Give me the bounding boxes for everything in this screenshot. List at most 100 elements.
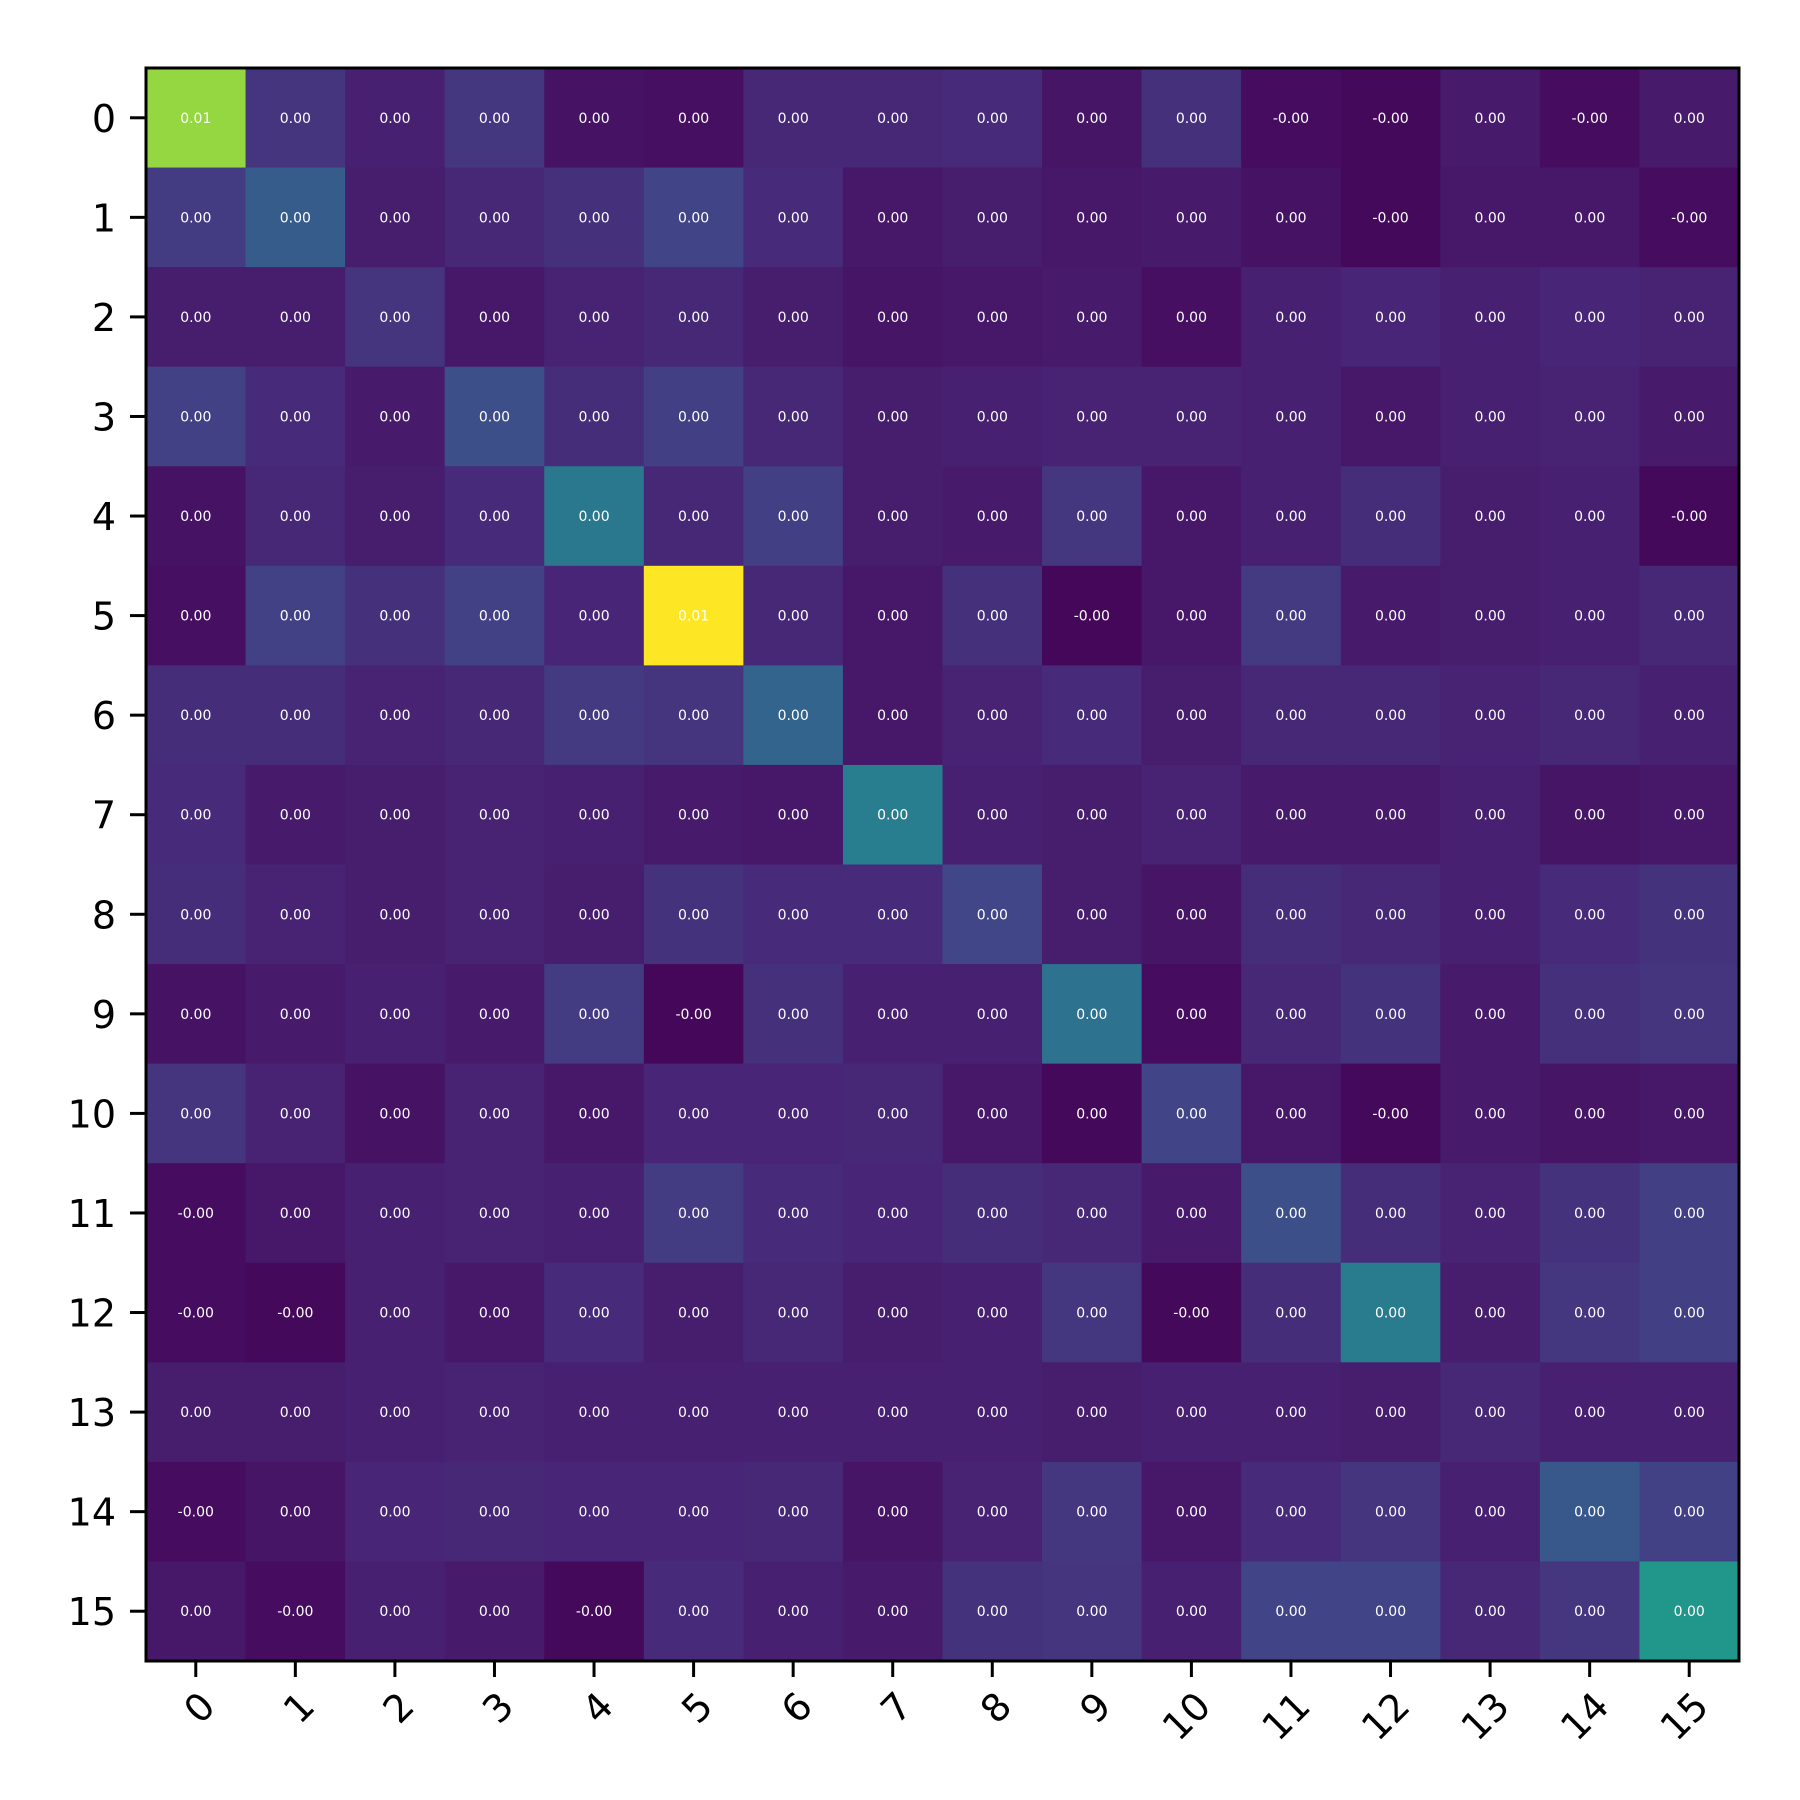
cell-value-label-r9-c10: 0.00 xyxy=(1176,1007,1207,1023)
heatmap-cell-r4-c15 xyxy=(1639,466,1740,567)
heatmap-cell-r5-c11 xyxy=(1241,565,1342,666)
heatmap-cell-r12-c3 xyxy=(444,1262,545,1363)
cell-value-label-r0-c6: 0.00 xyxy=(778,111,809,127)
cell-value-label-r9-c9: 0.00 xyxy=(1076,1007,1107,1023)
cell-value-label-r6-c13: 0.00 xyxy=(1475,708,1506,724)
cell-value-label-r10-c13: 0.00 xyxy=(1475,1106,1506,1122)
cell-value-label-r12-c14: 0.00 xyxy=(1574,1306,1605,1322)
heatmap-cell-r0-c0 xyxy=(146,68,247,169)
heatmap-cell-r1-c5 xyxy=(643,167,744,268)
heatmap-cell-r15-c9 xyxy=(1042,1561,1143,1662)
cell-value-label-r1-c11: 0.00 xyxy=(1275,210,1306,226)
cell-value-label-r15-c3: 0.00 xyxy=(479,1604,510,1620)
heatmap-cell-r10-c6 xyxy=(743,1063,844,1164)
cell-value-label-r14-c2: 0.00 xyxy=(379,1505,410,1521)
heatmap-cell-r7-c0 xyxy=(146,764,247,866)
heatmap-cell-r15-c2 xyxy=(345,1561,446,1662)
cell-value-label-r9-c4: 0.00 xyxy=(578,1007,609,1023)
cell-value-label-r7-c8: 0.00 xyxy=(977,808,1008,824)
heatmap-cell-r3-c14 xyxy=(1539,366,1641,467)
heatmap-cell-r12-c4 xyxy=(544,1262,645,1363)
heatmap-cell-r7-c15 xyxy=(1639,764,1740,866)
cell-value-label-r10-c7: 0.00 xyxy=(877,1106,908,1122)
cell-value-label-r5-c10: 0.00 xyxy=(1176,609,1207,625)
cell-value-label-r12-c5: 0.00 xyxy=(678,1306,709,1322)
heatmap-cell-r12-c11 xyxy=(1241,1262,1342,1363)
cell-value-label-r12-c10: -0.00 xyxy=(1173,1306,1209,1322)
heatmap-cell-r5-c10 xyxy=(1141,565,1242,666)
heatmap-cell-r8-c3 xyxy=(444,864,545,965)
heatmap-cell-r1-c0 xyxy=(146,167,247,268)
heatmap-cell-r3-c10 xyxy=(1141,366,1242,467)
heatmap-cell-r5-c14 xyxy=(1539,565,1641,666)
heatmap-cell-r6-c2 xyxy=(345,665,446,766)
heatmap-cell-r0-c9 xyxy=(1042,68,1143,169)
cell-value-label-r15-c4: -0.00 xyxy=(576,1604,612,1620)
heatmap-cell-r8-c14 xyxy=(1539,864,1641,965)
heatmap-cell-r0-c4 xyxy=(544,68,645,169)
heatmap-cell-r13-c13 xyxy=(1440,1362,1541,1463)
cell-value-label-r14-c12: 0.00 xyxy=(1375,1505,1406,1521)
cell-value-label-r1-c2: 0.00 xyxy=(379,210,410,226)
cell-value-label-r10-c1: 0.00 xyxy=(280,1106,311,1122)
heatmap-cell-r14-c1 xyxy=(245,1461,346,1563)
cell-value-label-r1-c10: 0.00 xyxy=(1176,210,1207,226)
cell-value-label-r5-c4: 0.00 xyxy=(578,609,609,625)
heatmap-cell-r4-c1 xyxy=(245,466,346,567)
heatmap-cell-r10-c13 xyxy=(1440,1063,1541,1164)
heatmap-cell-r4-c7 xyxy=(842,466,944,567)
heatmap-cell-r3-c12 xyxy=(1340,366,1441,467)
heatmap-cell-r10-c14 xyxy=(1539,1063,1641,1164)
heatmap-cell-r15-c13 xyxy=(1440,1561,1541,1662)
heatmap-cell-r1-c2 xyxy=(345,167,446,268)
heatmap-cell-r14-c12 xyxy=(1340,1461,1441,1563)
y-tick-label-8: 8 xyxy=(92,893,116,937)
cell-value-label-r10-c8: 0.00 xyxy=(977,1106,1008,1122)
heatmap-cell-r5-c6 xyxy=(743,565,844,666)
y-tick-label-5: 5 xyxy=(92,595,116,639)
cell-value-label-r13-c7: 0.00 xyxy=(877,1405,908,1421)
cell-value-label-r0-c10: 0.00 xyxy=(1176,111,1207,127)
heatmap-cell-r3-c13 xyxy=(1440,366,1541,467)
heatmap-cell-r12-c13 xyxy=(1440,1262,1541,1363)
heatmap-cell-r8-c13 xyxy=(1440,864,1541,965)
heatmap-cell-r4-c11 xyxy=(1241,466,1342,567)
cell-value-label-r5-c3: 0.00 xyxy=(479,609,510,625)
cell-value-label-r7-c13: 0.00 xyxy=(1475,808,1506,824)
heatmap-cell-r6-c7 xyxy=(842,665,944,766)
cell-value-label-r4-c14: 0.00 xyxy=(1574,509,1605,525)
cell-value-label-r10-c15: 0.00 xyxy=(1674,1106,1705,1122)
cell-value-label-r11-c7: 0.00 xyxy=(877,1206,908,1222)
cell-value-label-r1-c0: 0.00 xyxy=(180,210,211,226)
cell-value-label-r8-c4: 0.00 xyxy=(578,907,609,923)
cell-value-label-r14-c0: -0.00 xyxy=(178,1505,214,1521)
heatmap-cell-r2-c15 xyxy=(1639,267,1740,368)
cell-value-label-r12-c15: 0.00 xyxy=(1674,1306,1705,1322)
heatmap-cell-r9-c4 xyxy=(544,964,645,1065)
heatmap-cell-r15-c12 xyxy=(1340,1561,1441,1662)
cell-value-label-r2-c14: 0.00 xyxy=(1574,310,1605,326)
cell-value-label-r9-c1: 0.00 xyxy=(280,1007,311,1023)
plot-frame xyxy=(144,66,1741,1663)
heatmap-cell-r10-c7 xyxy=(842,1063,944,1164)
heatmap-cell-r13-c15 xyxy=(1639,1362,1740,1463)
cell-value-label-r3-c12: 0.00 xyxy=(1375,409,1406,425)
heatmap-cell-r6-c3 xyxy=(444,665,545,766)
heatmap-cell-r11-c9 xyxy=(1042,1163,1143,1264)
heatmap-cell-r5-c2 xyxy=(345,565,446,666)
cell-value-label-r14-c13: 0.00 xyxy=(1475,1505,1506,1521)
cell-value-label-r4-c7: 0.00 xyxy=(877,509,908,525)
heatmap-cell-r8-c10 xyxy=(1141,864,1242,965)
cell-value-label-r9-c6: 0.00 xyxy=(778,1007,809,1023)
cell-value-label-r5-c9: -0.00 xyxy=(1074,609,1110,625)
cell-value-label-r1-c14: 0.00 xyxy=(1574,210,1605,226)
cell-value-label-r6-c15: 0.00 xyxy=(1674,708,1705,724)
cell-value-label-r4-c5: 0.00 xyxy=(678,509,709,525)
cell-value-label-r8-c12: 0.00 xyxy=(1375,907,1406,923)
cell-value-label-r14-c11: 0.00 xyxy=(1275,1505,1306,1521)
cell-value-label-r0-c13: 0.00 xyxy=(1475,111,1506,127)
y-tick-label-14: 14 xyxy=(68,1491,116,1535)
cell-value-label-r12-c0: -0.00 xyxy=(178,1306,214,1322)
heatmap-cell-r0-c12 xyxy=(1340,68,1441,169)
heatmap-cell-r3-c6 xyxy=(743,366,844,467)
